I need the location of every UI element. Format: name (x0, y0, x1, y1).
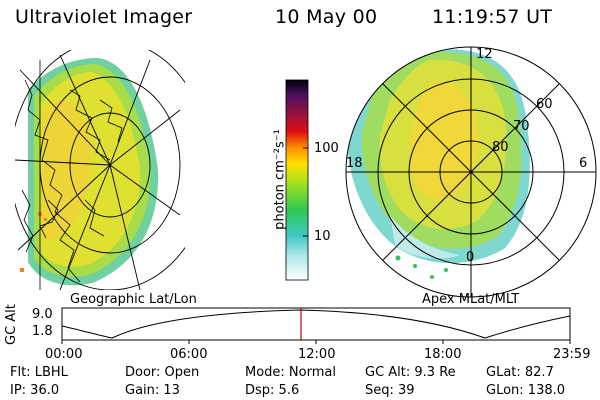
colorbar-tick-10: 10 (314, 229, 331, 244)
timeline-xtick-0000: 00:00 (45, 347, 83, 362)
filter-info: Flt: LBHL (10, 365, 68, 380)
dsp-info: Dsp: 5.6 (245, 383, 300, 398)
glon-info: GLon: 138.0 (486, 383, 566, 398)
geographic-caption: Geographic Lat/Lon (70, 292, 197, 307)
colorbar-tick-100: 100 (314, 141, 339, 156)
gain-info: Gain: 13 (125, 383, 180, 398)
mode-info: Mode: Normal (245, 365, 336, 380)
timeline-xtick-0600: 06:00 (170, 347, 208, 362)
timeline-xtick-2359: 23:59 (553, 347, 591, 362)
seq-info: Seq: 39 (365, 383, 415, 398)
mlat-label-60: 60 (536, 97, 553, 112)
door-info: Door: Open (125, 365, 200, 380)
time-label: 11:19:57 UT (432, 6, 553, 28)
timeline-xtick-1200: 12:00 (298, 347, 336, 362)
timeline-ytick-9: 9.0 (32, 307, 53, 322)
mlat-label-80: 80 (492, 140, 509, 155)
date-label: 10 May 00 (275, 6, 378, 28)
mlt-label-0: 0 (466, 250, 475, 265)
apex-caption: Apex MLat/MLT (422, 292, 520, 307)
timeline-ylabel: GC Alt (4, 304, 19, 345)
ip-info: IP: 36.0 (10, 383, 60, 398)
gc-alt-info: GC Alt: 9.3 Re (365, 365, 456, 380)
timeline-ytick-1-8: 1.8 (32, 324, 53, 339)
instrument-title: Ultraviolet Imager (15, 6, 193, 28)
mlt-label-12: 12 (476, 47, 493, 62)
mlat-label-70: 70 (513, 119, 530, 134)
colorbar-unit-label: photon cm⁻²s⁻¹ (272, 129, 288, 230)
mlt-label-6: 6 (579, 156, 588, 171)
mlt-label-18: 18 (346, 156, 363, 171)
glat-info: GLat: 82.7 (486, 365, 554, 380)
timeline-xtick-1800: 18:00 (424, 347, 462, 362)
